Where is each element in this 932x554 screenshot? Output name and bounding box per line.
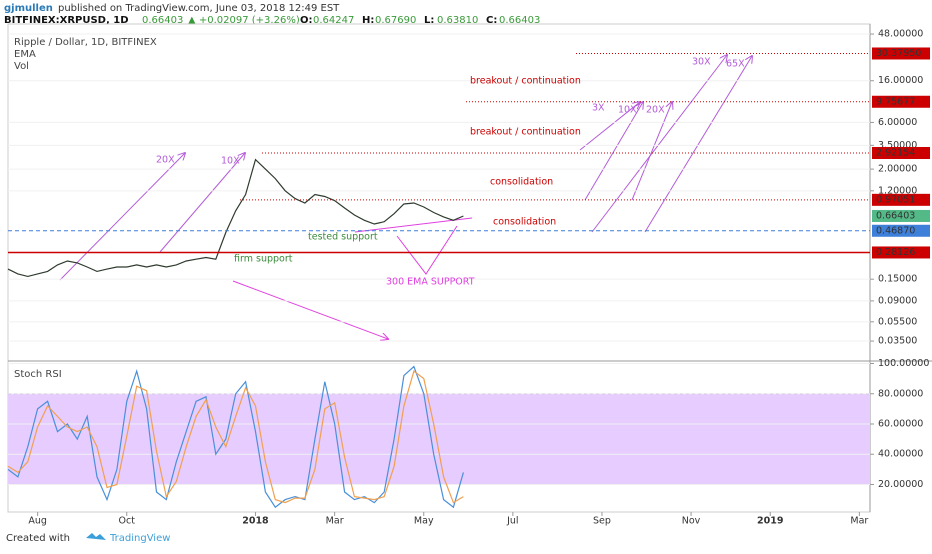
level-label: 9.75677 (876, 96, 915, 107)
y-tick-label: 0.09000 (878, 295, 917, 306)
series-line (7, 370, 464, 504)
x-tick-label: May (414, 516, 434, 527)
x-tick-label: Mar (326, 516, 344, 527)
y-tick-label: 0.15000 (878, 274, 917, 285)
x-tick-label: 2019 (757, 516, 783, 527)
legend-vol: Vol (14, 61, 29, 72)
legend-ema: EMA (14, 49, 36, 60)
x-tick-label: 2018 (242, 516, 269, 527)
arrow (591, 55, 727, 233)
y-tick-label: 0.03500 (878, 336, 917, 347)
y-tick-label: 6.00000 (878, 117, 917, 128)
level-label: 2.92154 (876, 148, 915, 159)
annotation: 300 EMA SUPPORT (386, 277, 475, 288)
level-label: 0.46870 (876, 225, 915, 236)
ohlc-value: 0.64247 (313, 15, 354, 26)
level-marker (872, 224, 930, 237)
y-tick-label: 48.00000 (878, 29, 923, 40)
footer-brand[interactable]: TradingView (109, 533, 170, 544)
annotation: firm support (234, 254, 293, 265)
x-tick-label: Oct (119, 516, 136, 527)
annotation: breakout / continuation (470, 127, 581, 138)
x-tick-label: Jul (506, 516, 518, 527)
series-line (7, 158, 464, 278)
y-tick-label: 40.00000 (878, 449, 923, 460)
y-tick-label: 2.00000 (878, 164, 917, 175)
annotation: consolidation (490, 177, 553, 188)
drawings (59, 55, 752, 339)
close: 0.66403 (142, 15, 183, 26)
change: ▲ +0.02097 (+3.26%) (188, 15, 300, 26)
annotation: 3X (592, 103, 605, 114)
level-marker (872, 246, 930, 259)
x-tick-label: Nov (682, 516, 701, 527)
arrow (59, 153, 185, 281)
y-tick-label: 1.20000 (878, 185, 917, 196)
arrow (584, 102, 643, 201)
y-tick-label: 20.00000 (878, 479, 923, 490)
annotation: 10X (618, 105, 637, 116)
level-marker (872, 47, 930, 60)
y-tick-label: 3.50000 (878, 140, 917, 151)
arrow (644, 56, 752, 233)
ohlc-label: L: (424, 15, 434, 26)
user: gjmullen (4, 3, 53, 14)
symbol: BITFINEX:XRPUSD, 1D (4, 15, 129, 26)
published: published on TradingView.com, June 03, 2… (58, 3, 340, 14)
legend-symbol: Ripple / Dollar, 1D, BITFINEX (14, 37, 157, 48)
level-marker (872, 209, 930, 222)
arrow (232, 280, 388, 339)
ohlc-label: H: (362, 15, 374, 26)
annotation: 10X (221, 156, 240, 167)
footer-created: Created with (6, 533, 70, 544)
arrow (631, 102, 672, 201)
ohlc-label: C: (486, 15, 497, 26)
level-marker (872, 147, 930, 160)
annotation: 65X (726, 59, 745, 70)
ohlc-value: 0.67690 (375, 15, 416, 26)
level-marker (872, 193, 930, 206)
annotation: 30X (692, 57, 711, 68)
level-label: 30.37950 (876, 48, 921, 59)
ohlc-label: O: (300, 15, 313, 26)
stoch-band (8, 393, 870, 485)
annotation: 20X (156, 155, 175, 166)
x-tick-label: Mar (850, 516, 868, 527)
arrow (579, 102, 640, 151)
ohlc-value: 0.63810 (437, 15, 478, 26)
series-line (7, 365, 464, 509)
annotation: 20X (646, 105, 665, 116)
annotation: tested support (308, 232, 378, 243)
y-tick-label: 100.00000 (878, 358, 929, 369)
header-bg (0, 0, 932, 28)
level-label: 0.66403 (876, 210, 915, 221)
level-marker (872, 95, 930, 108)
x-tick-label: Sep (593, 516, 611, 527)
x-tick-label: Aug (28, 516, 47, 527)
y-tick-label: 80.00000 (878, 388, 923, 399)
level-label: 0.97051 (876, 194, 915, 205)
y-tick-label: 0.05500 (878, 316, 917, 327)
logo (86, 533, 106, 540)
arrow (159, 153, 245, 253)
y-tick-label: 16.00000 (878, 75, 923, 86)
stoch-title: Stoch RSI (14, 369, 62, 380)
y-tick-label: 60.00000 (878, 418, 923, 429)
level-label: 0.28126 (876, 247, 915, 258)
v-arrow (396, 225, 458, 275)
ohlc-value: 0.66403 (499, 15, 540, 26)
annotation: breakout / continuation (470, 76, 581, 87)
annotation: consolidation (493, 217, 556, 228)
